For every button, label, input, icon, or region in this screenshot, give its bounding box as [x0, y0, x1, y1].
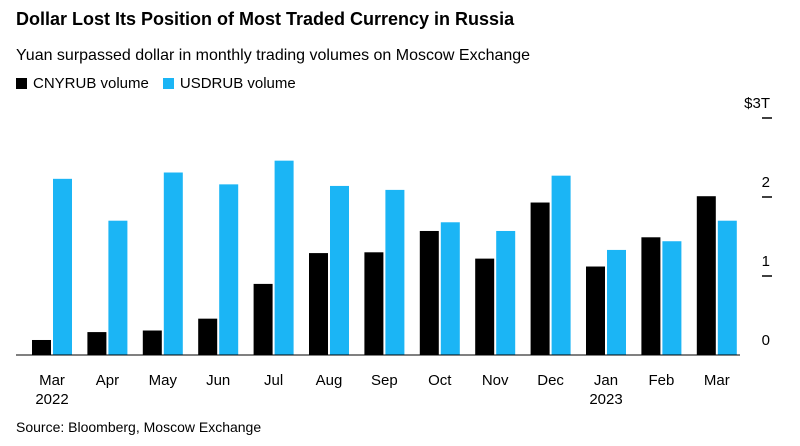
y-tick-label: 0	[762, 332, 770, 349]
bar-cnyrub-6	[364, 252, 384, 355]
chart-title: Dollar Lost Its Position of Most Traded …	[16, 9, 515, 29]
x-year-label: 2022	[35, 391, 68, 408]
y-tick-label: $3T	[744, 95, 770, 112]
bar-cnyrub-0	[32, 339, 51, 355]
x-tick-label: Mar	[39, 372, 65, 389]
bar-usdrub-6	[385, 189, 405, 355]
x-tick-label: Sep	[371, 372, 398, 389]
x-tick-label: May	[149, 372, 178, 389]
bar-cnyrub-11	[641, 237, 661, 355]
bar-usdrub-0	[53, 178, 72, 355]
bar-cnyrub-10	[586, 266, 605, 355]
bar-usdrub-10	[607, 249, 626, 355]
bar-cnyrub-12	[696, 196, 716, 355]
x-tick-label: Aug	[316, 372, 343, 389]
bar-cnyrub-8	[475, 258, 495, 355]
x-tick-label: Apr	[96, 372, 119, 389]
bar-usdrub-9	[551, 175, 571, 355]
bar-usdrub-12	[717, 220, 737, 355]
legend: CNYRUB volume USDRUB volume	[16, 75, 310, 92]
bar-cnyrub-3	[198, 318, 218, 355]
x-year-label: 2023	[589, 391, 622, 408]
x-tick-label: Dec	[537, 372, 564, 389]
bar-cnyrub-4	[253, 283, 273, 355]
bar-usdrub-3	[219, 184, 239, 355]
chart-subtitle: Yuan surpassed dollar in monthly trading…	[16, 47, 531, 64]
legend-label-usdrub: USDRUB volume	[179, 75, 296, 92]
x-tick-label: Jul	[264, 372, 283, 389]
legend-item-cnyrub: CNYRUB volume	[16, 75, 149, 92]
source-note: Source: Bloomberg, Moscow Exchange	[16, 419, 262, 435]
bar-usdrub-4	[274, 160, 294, 355]
x-tick-label: Mar	[704, 372, 730, 389]
x-tick-label: Jun	[206, 372, 230, 389]
legend-swatch-cnyrub	[16, 78, 27, 89]
x-tick-label: Oct	[428, 372, 452, 389]
y-tick-label: 2	[762, 174, 770, 191]
bar-cnyrub-7	[419, 230, 439, 355]
x-tick-label: Jan	[594, 372, 618, 389]
bar-cnyrub-1	[87, 332, 107, 355]
legend-swatch-usdrub	[162, 78, 174, 89]
bar-cnyrub-5	[309, 253, 328, 355]
bar-usdrub-7	[440, 222, 460, 355]
bar-usdrub-8	[496, 230, 516, 355]
x-tick-label: Feb	[648, 372, 674, 389]
bar-cnyrub-9	[530, 202, 550, 355]
y-tick-label: 1	[762, 253, 770, 270]
bar-cnyrub-2	[142, 330, 162, 355]
bar-usdrub-2	[163, 172, 183, 355]
x-tick-label: Nov	[482, 372, 509, 389]
legend-label-cnyrub: CNYRUB volume	[33, 75, 149, 92]
bar-usdrub-5	[330, 185, 349, 355]
bar-usdrub-1	[108, 220, 128, 355]
bar-usdrub-11	[662, 241, 682, 355]
legend-item-usdrub: USDRUB volume	[162, 75, 296, 92]
